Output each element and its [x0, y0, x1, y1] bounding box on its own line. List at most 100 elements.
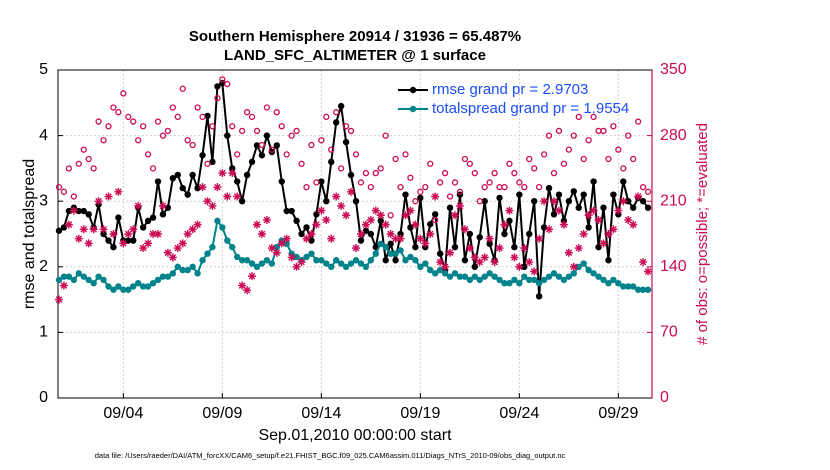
evaluated-marker	[470, 253, 479, 262]
series-marker	[516, 280, 523, 287]
possible-marker	[115, 109, 122, 116]
series-marker	[233, 253, 241, 261]
evaluated-marker	[505, 206, 514, 215]
possible-marker	[644, 188, 652, 195]
x-tick-label: 09/14	[301, 405, 341, 422]
evaluated-marker	[208, 201, 217, 210]
evaluated-marker	[421, 239, 430, 248]
evaluated-marker	[163, 248, 172, 257]
series-marker	[506, 217, 513, 225]
series-marker	[189, 171, 196, 179]
possible-marker	[204, 160, 211, 167]
series-marker	[407, 253, 414, 261]
evaluated-marker	[307, 230, 316, 238]
series-marker	[352, 257, 360, 264]
y-tick-label: 1	[39, 324, 48, 341]
evaluated-marker	[376, 211, 385, 220]
possible-marker	[209, 123, 216, 130]
series-marker	[417, 263, 424, 270]
evaluated-marker	[381, 220, 390, 229]
possible-marker	[283, 151, 290, 158]
series-marker	[481, 198, 488, 205]
possible-marker	[575, 113, 582, 121]
evaluated-marker	[119, 239, 128, 248]
series-marker	[243, 257, 251, 264]
series-marker	[209, 243, 216, 251]
possible-marker	[392, 155, 399, 163]
y-tick-label: 4	[39, 127, 48, 144]
possible-marker	[253, 127, 261, 135]
series-marker	[625, 283, 632, 290]
evaluated-marker	[342, 211, 351, 220]
series-marker	[125, 237, 132, 244]
possible-marker	[179, 85, 186, 92]
possible-marker	[169, 104, 176, 111]
series-marker	[634, 286, 642, 293]
y2-tick-label: 0	[660, 389, 669, 406]
evaluated-marker	[282, 234, 291, 243]
possible-marker	[80, 146, 87, 153]
series-marker	[456, 273, 464, 280]
series-marker	[471, 273, 478, 280]
possible-marker	[328, 146, 335, 153]
possible-marker	[427, 160, 434, 167]
possible-marker	[362, 169, 370, 177]
series-marker	[347, 260, 355, 267]
evaluated-marker	[490, 258, 499, 267]
evaluated-marker	[441, 262, 450, 271]
x-tick-label: 09/24	[499, 405, 539, 422]
possible-marker	[308, 141, 315, 149]
series-marker	[555, 191, 563, 198]
evaluated-marker	[564, 248, 573, 257]
series-marker	[526, 230, 533, 238]
series-marker	[130, 237, 137, 244]
possible-marker	[174, 113, 181, 121]
evaluated-marker	[158, 201, 167, 210]
series-marker	[120, 286, 127, 293]
series-marker	[149, 214, 157, 221]
series-marker	[496, 276, 503, 284]
evaluated-marker	[396, 234, 405, 243]
evaluated-marker	[178, 239, 187, 248]
series-marker	[422, 260, 429, 267]
possible-marker	[565, 146, 572, 153]
series-marker	[471, 263, 478, 270]
possible-marker	[55, 183, 63, 191]
evaluated-marker	[262, 215, 271, 224]
possible-marker	[164, 127, 172, 135]
possible-marker	[511, 169, 518, 177]
series-marker	[427, 220, 434, 228]
y2-tick-label: 210	[660, 192, 687, 209]
evaluated-marker	[436, 258, 445, 267]
possible-marker	[214, 94, 221, 102]
series-marker	[585, 266, 592, 274]
y-tick-label: 0	[39, 389, 48, 406]
possible-marker	[219, 76, 226, 83]
series-marker	[412, 257, 419, 264]
series-marker	[60, 224, 68, 231]
evaluated-marker	[584, 211, 593, 220]
possible-marker	[90, 165, 97, 172]
evaluated-marker	[124, 230, 133, 238]
series-marker	[337, 260, 345, 267]
possible-marker	[526, 155, 533, 163]
series-marker	[139, 283, 147, 290]
series-marker	[367, 257, 375, 264]
possible-marker	[60, 188, 68, 195]
evaluated-marker	[322, 215, 331, 224]
y-tick-label: 3	[39, 192, 48, 209]
series-marker	[392, 257, 399, 264]
evaluated-marker	[510, 253, 519, 262]
legend-marker	[409, 86, 417, 94]
evaluated-marker	[317, 206, 326, 215]
possible-marker	[65, 165, 73, 172]
series-marker	[144, 283, 152, 290]
y2-tick-label: 280	[660, 127, 687, 144]
evaluated-marker	[356, 230, 365, 238]
series-marker	[303, 253, 310, 261]
series-marker	[550, 270, 558, 277]
evaluated-marker	[594, 215, 603, 224]
series-marker	[224, 132, 231, 139]
series-marker	[580, 191, 587, 198]
evaluated-marker	[431, 192, 440, 201]
